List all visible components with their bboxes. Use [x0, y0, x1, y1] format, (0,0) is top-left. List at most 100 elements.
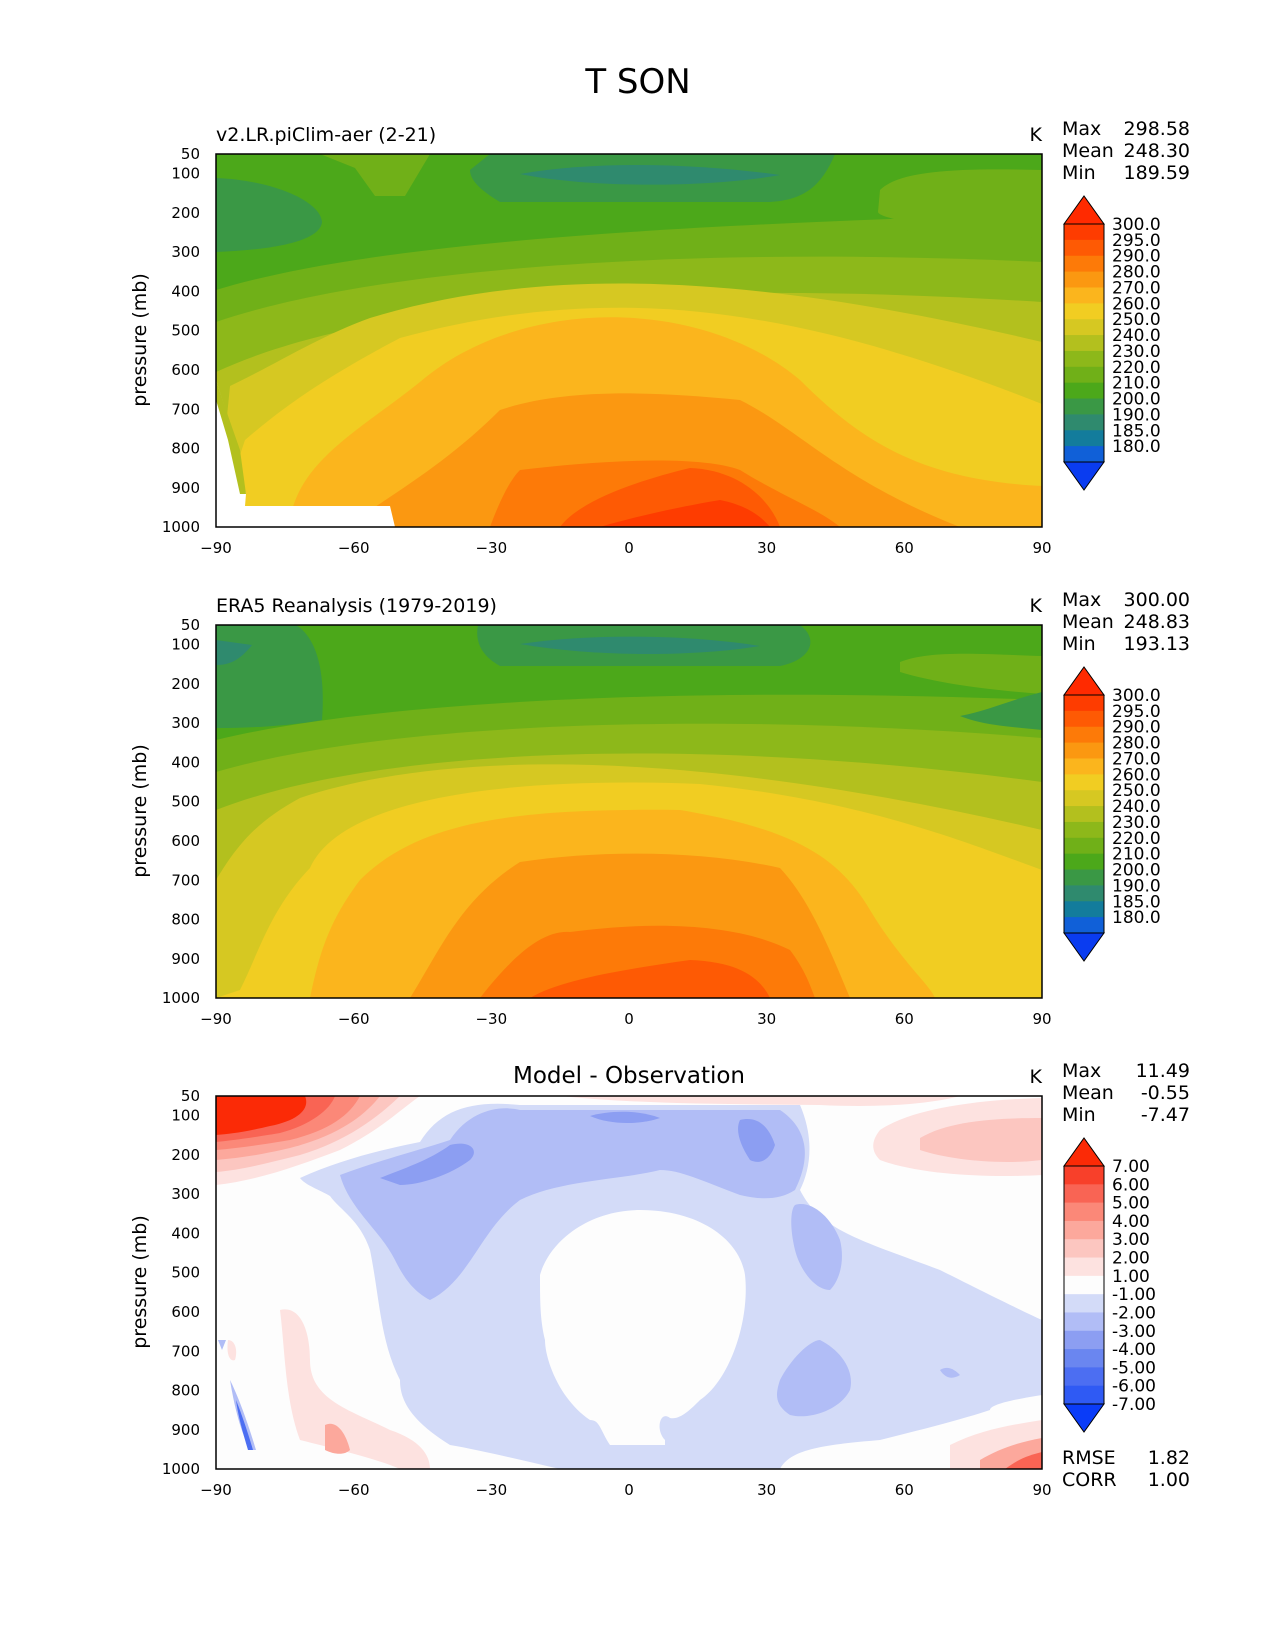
- colorbar-segment: [1064, 790, 1104, 807]
- contour-band-plus2-upper-right: [920, 1118, 1042, 1162]
- colorbar-segment: [1064, 1202, 1104, 1222]
- y-axis: 50 100 200 300 400 500 600 700 800 900 1…: [162, 1087, 200, 1478]
- tick-label: −30: [475, 1481, 507, 1499]
- tick-label: 30: [757, 1481, 776, 1499]
- tick-label: 300: [171, 714, 200, 732]
- tick-label: 900: [171, 950, 200, 968]
- colorbar-tick-label: 220.0: [1112, 829, 1161, 849]
- colorbar-segment: [1064, 1220, 1104, 1240]
- panel-title: ERA5 Reanalysis (1979-2019): [216, 595, 497, 617]
- tick-label: −60: [338, 1481, 370, 1499]
- tick-label: 600: [171, 1303, 200, 1321]
- tick-label: 90: [1032, 539, 1051, 557]
- stat-value: 189.59: [1124, 162, 1190, 184]
- contour-band-200-right: [960, 692, 1042, 730]
- colorbar-tick-label: -4.00: [1112, 1340, 1156, 1360]
- stat-value: -7.47: [1141, 1104, 1190, 1126]
- colorbar-tick-label: 260.0: [1112, 765, 1161, 785]
- missing-data-edge: [216, 380, 246, 494]
- tick-label: 1000: [162, 989, 200, 1007]
- colorbar: 300.0295.0290.0280.0270.0260.0250.0240.0…: [1063, 666, 1161, 962]
- colorbar-tick-label: -1.00: [1112, 1285, 1156, 1305]
- contour-band-220-upper-right: [900, 653, 1042, 694]
- tick-label: 30: [757, 539, 776, 557]
- tick-label: −90: [200, 1481, 232, 1499]
- colorbar-tick-label: 290.0: [1112, 718, 1161, 738]
- contour-band-plus1-top: [560, 1096, 960, 1106]
- colorbar-segment: [1064, 1330, 1104, 1350]
- units-label: K: [1030, 124, 1043, 146]
- colorbar-segment: [1064, 366, 1104, 384]
- contour-band-190: [520, 165, 780, 185]
- tick-label: 400: [171, 282, 200, 300]
- colorbar-segment: [1064, 917, 1104, 934]
- colorbar-tick-label: 185.0: [1112, 892, 1161, 912]
- colorbar-tick-label: -3.00: [1112, 1322, 1156, 1342]
- units-label: K: [1030, 595, 1043, 617]
- x-axis: −90 −60 −30 0 30 60 90: [200, 539, 1051, 557]
- tick-label: 1000: [162, 518, 200, 536]
- colorbar-tick-label: 300.0: [1112, 215, 1161, 235]
- contour-band-plus5-lower-right: [1005, 1452, 1042, 1469]
- tick-label: 800: [171, 440, 200, 458]
- colorbar-segment: [1064, 853, 1104, 871]
- stat-label: CORR: [1062, 1469, 1117, 1491]
- colorbar-segment: [1064, 1239, 1104, 1259]
- colorbar-segment: [1064, 885, 1104, 902]
- colorbar-segment: [1064, 430, 1104, 447]
- colorbar-tick-label: 210.0: [1112, 845, 1161, 865]
- tick-label: 200: [171, 1146, 200, 1164]
- stat-label: Min: [1062, 1104, 1096, 1126]
- panel-observation: ERA5 Reanalysis (1979-2019) K −90 −60 −3…: [129, 589, 1190, 1028]
- colorbar-segment: [1064, 239, 1104, 257]
- contour-band-minus5-far-left: [236, 1400, 253, 1450]
- tick-label: 60: [895, 539, 914, 557]
- stat-value: 248.83: [1124, 611, 1190, 633]
- tick-label: 800: [171, 1382, 200, 1400]
- colorbar-tick-label: 200.0: [1112, 390, 1161, 410]
- colorbar-tick-label: -7.00: [1112, 1395, 1156, 1415]
- contour-band-200: [216, 178, 322, 252]
- colorbar-tick-label: 290.0: [1112, 247, 1161, 267]
- tick-label: 100: [171, 1107, 200, 1125]
- colorbar-extension-max: [1063, 195, 1105, 225]
- tick-label: 0: [624, 539, 634, 557]
- colorbar-tick-label: 180.0: [1112, 908, 1161, 928]
- tick-label: 30: [757, 1010, 776, 1028]
- stat-value: 300.00: [1124, 589, 1190, 611]
- stat-label: Max: [1062, 1060, 1101, 1082]
- tick-label: 400: [171, 753, 200, 771]
- stats-box: Max 298.58 Mean 248.30 Min 189.59: [1062, 118, 1190, 184]
- tick-label: 500: [171, 1264, 200, 1282]
- tick-label: −90: [200, 1010, 232, 1028]
- contour-band-minus3-top: [590, 1111, 660, 1124]
- contour-band-neutral-interior: [540, 1210, 746, 1445]
- colorbar-tick-label: 2.00: [1112, 1249, 1150, 1269]
- colorbar-frame: [1063, 694, 1105, 934]
- stat-label: Mean: [1062, 611, 1114, 633]
- colorbar-segment: [1064, 446, 1104, 463]
- tick-label: 300: [171, 1185, 200, 1203]
- plot-frame: [215, 1095, 1043, 1470]
- colorbar-tick-label: 4.00: [1112, 1212, 1150, 1232]
- colorbar-tick-label: 7.00: [1112, 1157, 1150, 1177]
- tick-label: 60: [895, 1010, 914, 1028]
- panel-title: Model - Observation: [513, 1063, 745, 1089]
- tick-label: 50: [181, 616, 200, 634]
- colorbar-segment: [1064, 1367, 1104, 1387]
- colorbar-tick-label: 240.0: [1112, 326, 1161, 346]
- colorbar-segment: [1064, 1349, 1104, 1368]
- tick-label: −90: [200, 539, 232, 557]
- colorbar-segment: [1064, 1385, 1104, 1405]
- colorbar-segment: [1064, 224, 1104, 241]
- colorbar-frame: [1063, 223, 1105, 463]
- contour-field: [216, 625, 1042, 998]
- stat-value: 1.82: [1148, 1447, 1190, 1469]
- contour-band-minus3: [380, 1143, 474, 1185]
- colorbar-tick-label: 300.0: [1112, 686, 1161, 706]
- contour-band-plus1-lower-left: [280, 1309, 430, 1469]
- colorbar-tick-label: 6.00: [1112, 1175, 1150, 1195]
- stats-box: Max 300.00 Mean 248.83 Min 193.13: [1062, 589, 1190, 655]
- colorbar-tick-label: 280.0: [1112, 734, 1161, 754]
